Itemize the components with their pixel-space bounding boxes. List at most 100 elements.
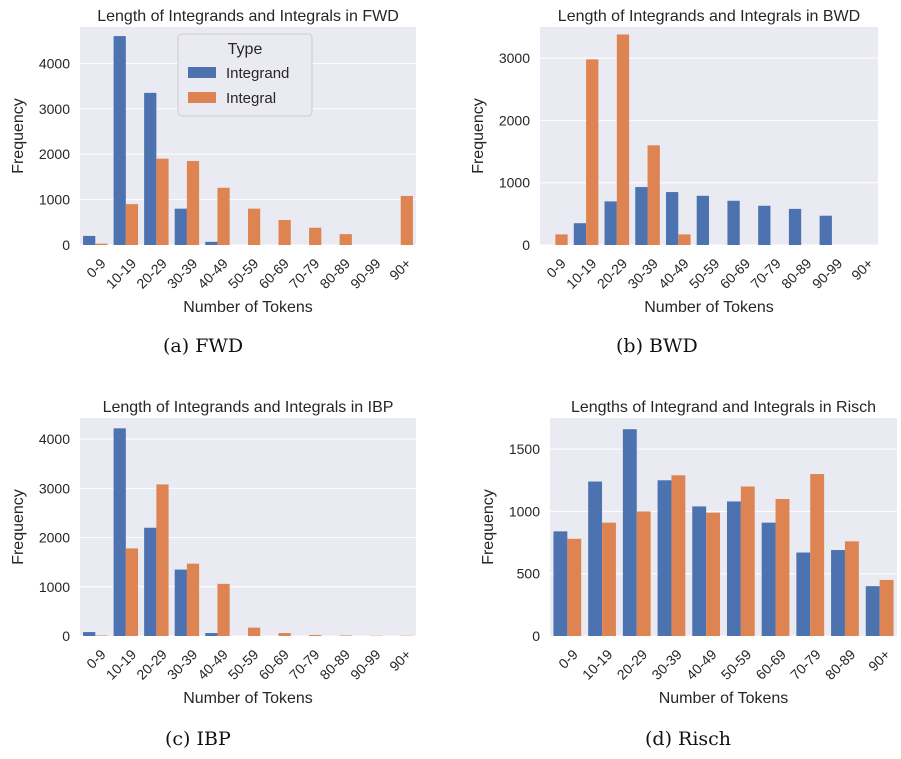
y-tick-label: 4000: [39, 431, 70, 447]
y-tick-label: 0: [532, 628, 540, 644]
x-tick-label: 20-29: [133, 646, 170, 683]
chart-panel-0: 010002000300040000-910-1920-2930-3940-49…: [10, 8, 416, 316]
x-tick-label: 80-89: [316, 646, 353, 683]
bar-integral-90+: [879, 579, 894, 636]
x-tick-label: 90+: [848, 255, 876, 283]
bar-integral-40-49: [706, 512, 721, 636]
x-axis-label: Number of Tokens: [659, 690, 789, 707]
bar-integrand-50-59: [696, 195, 709, 245]
bar-integrand-0-9: [83, 235, 96, 245]
bar-integrand-10-19: [113, 36, 126, 246]
bar-integral-80-89: [339, 234, 352, 245]
bar-integral-40-49: [217, 187, 230, 245]
y-tick-label: 1000: [39, 579, 70, 595]
chart-title: Length of Integrands and Integrals in FW…: [97, 8, 399, 25]
bar-integrand-90+: [865, 586, 880, 636]
legend-swatch-integral: [188, 92, 216, 103]
bar-integral-60-69: [775, 498, 790, 636]
bar-integral-80-89: [844, 541, 859, 636]
x-tick-label: 40-49: [655, 255, 692, 292]
y-tick-label: 1000: [509, 503, 540, 519]
x-tick-label: 10-19: [579, 646, 616, 683]
x-tick-label: 0-9: [555, 646, 581, 672]
x-tick-label: 70-79: [787, 646, 824, 683]
x-tick-label: 80-89: [316, 255, 353, 292]
y-tick-label: 0: [522, 237, 530, 253]
bar-integrand-20-29: [604, 201, 617, 245]
bar-integrand-0-9: [83, 632, 96, 636]
bar-integrand-30-39: [174, 569, 187, 636]
chart-title: Length of Integrands and Integrals in IB…: [103, 399, 394, 416]
x-tick-label: 60-69: [255, 646, 292, 683]
x-tick-label: 20-29: [594, 255, 631, 292]
x-tick-label: 50-59: [686, 255, 723, 292]
bar-integral-20-29: [616, 34, 630, 245]
bar-integral-50-59: [248, 208, 261, 245]
bar-integral-0-9: [567, 538, 582, 636]
bar-integral-20-29: [636, 511, 651, 636]
subfigure-caption: (a) FWD: [163, 335, 244, 357]
bar-integral-10-19: [586, 59, 599, 245]
bar-integrand-50-59: [726, 501, 741, 636]
x-tick-label: 20-29: [133, 255, 170, 292]
bar-integrand-10-19: [588, 481, 603, 636]
bar-integral-20-29: [156, 484, 169, 636]
x-tick-label: 80-89: [822, 646, 859, 683]
x-tick-label: 60-69: [717, 255, 754, 292]
subfigure-caption: (b) BWD: [616, 335, 698, 357]
bar-integrand-30-39: [635, 187, 648, 245]
y-axis-label: Frequency: [470, 98, 487, 174]
x-tick-label: 80-89: [778, 255, 815, 292]
y-axis-label: Frequency: [10, 489, 27, 565]
y-axis-label: Frequency: [10, 98, 27, 174]
bar-integral-10-19: [125, 204, 139, 245]
bar-integral-20-29: [156, 158, 169, 245]
bar-integral-0-9: [95, 243, 108, 245]
bar-integrand-20-29: [622, 429, 637, 636]
bar-integrand-40-49: [665, 192, 679, 245]
bar-integral-60-69: [278, 633, 291, 636]
x-tick-label: 30-39: [164, 255, 201, 292]
bar-integral-50-59: [740, 486, 755, 636]
x-tick-label: 60-69: [752, 646, 789, 683]
x-axis-label: Number of Tokens: [644, 299, 774, 316]
x-tick-label: 90-99: [809, 255, 846, 292]
x-tick-label: 20-29: [614, 646, 651, 683]
chart-panel-2: 010002000300040000-910-1920-2930-3940-49…: [10, 399, 416, 707]
x-tick-label: 90+: [865, 646, 893, 674]
bar-integrand-80-89: [788, 208, 802, 245]
y-tick-label: 0: [62, 628, 70, 644]
bar-integrand-90-99: [819, 215, 832, 245]
x-tick-label: 40-49: [194, 646, 231, 683]
bar-integrand-30-39: [657, 480, 672, 636]
x-tick-label: 10-19: [103, 646, 140, 683]
x-tick-label: 40-49: [194, 255, 231, 292]
x-tick-label: 90+: [386, 255, 414, 283]
y-tick-label: 0: [62, 237, 70, 253]
y-tick-label: 1000: [39, 192, 70, 208]
y-tick-label: 3000: [39, 480, 70, 496]
bar-integral-70-79: [309, 635, 322, 636]
y-tick-label: 1000: [499, 175, 530, 191]
bar-integral-30-39: [186, 563, 200, 636]
legend: Type Integrand Integral: [177, 33, 313, 117]
bar-integrand-80-89: [831, 550, 845, 636]
bar-integrand-20-29: [144, 527, 157, 636]
bar-integrand-60-69: [727, 200, 740, 245]
x-tick-label: 40-49: [683, 646, 720, 683]
x-tick-label: 50-59: [225, 255, 262, 292]
legend-swatch-integrand: [188, 67, 216, 78]
bar-integral-40-49: [678, 234, 691, 245]
chart-panel-1: 01000200030000-910-1920-2930-3940-4950-5…: [470, 8, 878, 316]
bar-integrand-10-19: [573, 223, 587, 245]
y-tick-label: 2000: [499, 112, 530, 128]
bar-integral-30-39: [186, 160, 200, 245]
x-tick-label: 10-19: [103, 255, 140, 292]
bar-integral-90+: [400, 195, 413, 245]
y-tick-label: 2000: [39, 146, 70, 162]
y-tick-label: 3000: [39, 101, 70, 117]
bar-integrand-60-69: [761, 522, 776, 636]
bar-integral-10-19: [602, 522, 616, 636]
x-tick-label: 90+: [386, 646, 414, 674]
bar-integrand-40-49: [205, 633, 218, 636]
